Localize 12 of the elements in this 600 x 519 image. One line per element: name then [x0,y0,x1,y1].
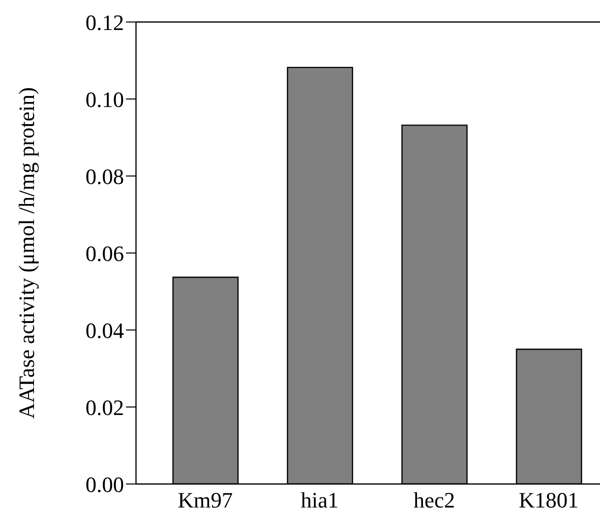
y-tick-label: 0.08 [86,164,124,189]
y-tick-label: 0.04 [86,318,124,343]
x-tick-label: K1801 [518,488,579,513]
y-tick-label: 0.12 [86,10,124,35]
x-tick-label: hia1 [300,488,339,513]
y-tick-label: 0.10 [86,86,124,112]
x-tick-label: Km97 [178,488,233,513]
y-tick-label: 0.06 [86,240,124,266]
y-axis-title: AATase activity (μmol /h/mg protein) [14,87,39,419]
y-tick-label: 0.00 [86,472,124,497]
y-tick-label: 0.02 [86,394,124,420]
x-tick-label: hec2 [413,488,456,513]
